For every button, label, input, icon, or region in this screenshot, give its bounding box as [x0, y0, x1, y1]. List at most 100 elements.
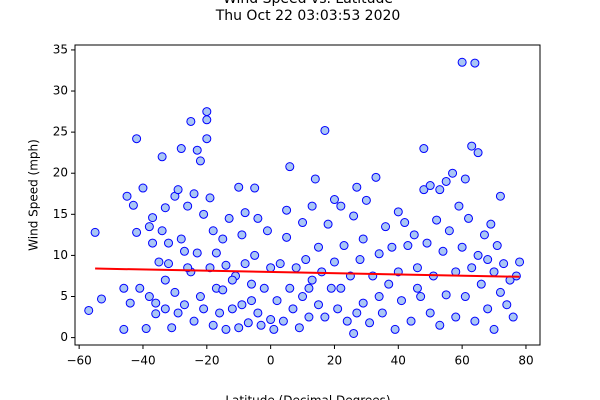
point: [406, 316, 416, 326]
plot-frame: [74, 44, 541, 346]
point: [320, 125, 330, 135]
point: [160, 304, 170, 314]
point: [183, 201, 193, 211]
point: [365, 318, 375, 328]
point: [160, 275, 170, 285]
point: [304, 312, 314, 322]
point: [96, 294, 106, 304]
point: [438, 246, 448, 256]
point: [173, 308, 183, 318]
point: [224, 213, 234, 223]
point: [381, 222, 391, 232]
point: [460, 174, 470, 184]
point: [237, 300, 247, 310]
point: [409, 230, 419, 240]
point: [141, 324, 151, 334]
point: [508, 312, 518, 322]
point: [479, 230, 489, 240]
point: [250, 250, 260, 260]
point: [499, 259, 509, 269]
point: [457, 242, 467, 252]
point: [285, 162, 295, 172]
point: [495, 287, 505, 297]
point: [282, 232, 292, 242]
point: [179, 246, 189, 256]
point: [384, 279, 394, 289]
point: [167, 323, 177, 333]
point: [189, 316, 199, 326]
point: [288, 304, 298, 314]
point: [272, 296, 282, 306]
point: [151, 298, 161, 308]
point: [329, 257, 339, 267]
x-tick-label: 20: [327, 354, 342, 368]
point: [154, 257, 164, 267]
point: [160, 203, 170, 213]
chart-subtitle: Thu Oct 22 03:03:53 2020: [215, 8, 401, 24]
point: [128, 200, 138, 210]
point: [138, 183, 148, 193]
point: [441, 290, 451, 300]
point: [262, 226, 272, 236]
point: [202, 107, 212, 117]
point: [148, 238, 158, 248]
point: [227, 304, 237, 314]
point: [157, 152, 167, 162]
point: [211, 248, 221, 258]
point: [419, 144, 429, 154]
point: [329, 195, 339, 205]
regression-line: [95, 267, 520, 278]
point: [412, 283, 422, 293]
point: [393, 207, 403, 217]
y-tick-label: 35: [53, 42, 68, 56]
point: [144, 222, 154, 232]
point: [189, 189, 199, 199]
point: [192, 145, 202, 155]
point: [234, 182, 244, 192]
point: [304, 283, 314, 293]
point: [125, 298, 135, 308]
point: [444, 226, 454, 236]
point: [425, 181, 435, 191]
y-axis-label: Wind Speed (mph): [27, 139, 41, 251]
point: [358, 298, 368, 308]
point: [416, 292, 426, 302]
point: [349, 211, 359, 221]
point: [250, 183, 260, 193]
point: [460, 292, 470, 302]
point: [122, 191, 132, 201]
point: [374, 249, 384, 259]
point: [246, 279, 256, 289]
point: [282, 205, 292, 215]
point: [310, 174, 320, 184]
y-tick-label: 20: [53, 166, 68, 180]
point: [192, 248, 202, 258]
point: [119, 283, 129, 293]
point: [215, 308, 225, 318]
point: [448, 168, 458, 178]
point: [473, 250, 483, 260]
point: [285, 283, 295, 293]
point: [90, 227, 100, 237]
point: [435, 185, 445, 195]
point: [195, 292, 205, 302]
point: [173, 185, 183, 195]
x-tick-label: 40: [391, 354, 406, 368]
point: [441, 176, 451, 186]
point: [208, 226, 218, 236]
point: [467, 263, 477, 273]
x-tick-label: 80: [518, 354, 533, 368]
point: [467, 141, 477, 151]
point: [336, 283, 346, 293]
x-tick-label: 0: [267, 354, 275, 368]
point: [199, 304, 209, 314]
point: [320, 312, 330, 322]
x-tick-label: −60: [66, 354, 91, 368]
point: [240, 259, 250, 269]
y-tick-label: 15: [53, 207, 68, 221]
point: [349, 328, 359, 338]
point: [390, 324, 400, 334]
point: [119, 324, 129, 334]
point: [314, 300, 324, 310]
